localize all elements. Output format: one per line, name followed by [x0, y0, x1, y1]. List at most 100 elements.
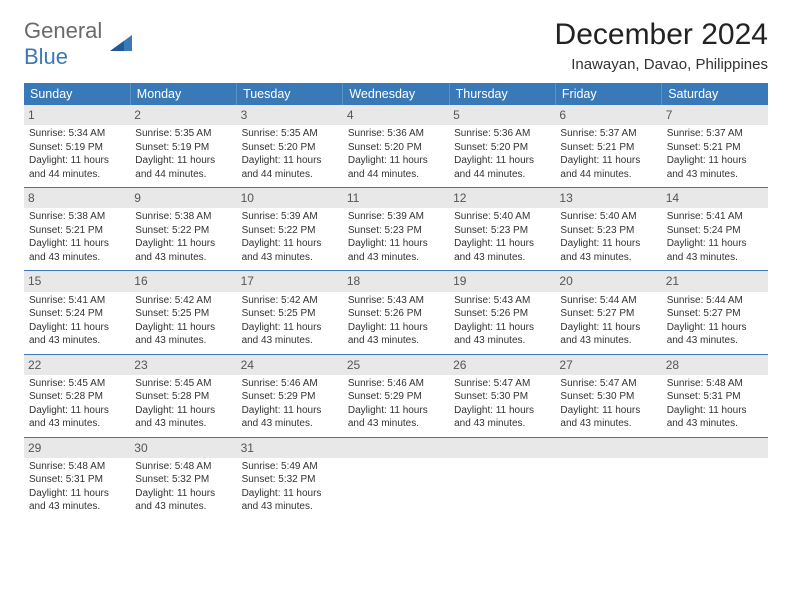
- day-number: 15: [24, 271, 130, 291]
- calendar-week-row: 8Sunrise: 5:38 AMSunset: 5:21 PMDaylight…: [24, 188, 768, 271]
- sunset-line: Sunset: 5:31 PM: [29, 473, 125, 487]
- sunrise-line: Sunrise: 5:38 AM: [135, 210, 231, 224]
- sunrise-line: Sunrise: 5:36 AM: [348, 127, 444, 141]
- sunrise-line: Sunrise: 5:34 AM: [29, 127, 125, 141]
- sunset-line: Sunset: 5:23 PM: [560, 224, 656, 238]
- calendar-day-cell: 28Sunrise: 5:48 AMSunset: 5:31 PMDayligh…: [662, 354, 768, 437]
- page-title: December 2024: [555, 18, 768, 52]
- sunrise-line: Sunrise: 5:44 AM: [667, 294, 763, 308]
- sunset-line: Sunset: 5:25 PM: [242, 307, 338, 321]
- weekday-header-row: SundayMondayTuesdayWednesdayThursdayFrid…: [24, 83, 768, 105]
- sunset-line: Sunset: 5:20 PM: [348, 141, 444, 155]
- sunrise-line: Sunrise: 5:38 AM: [29, 210, 125, 224]
- day-number: 2: [130, 105, 236, 125]
- daylight-line: Daylight: 11 hours and 44 minutes.: [348, 154, 444, 181]
- day-number: 5: [449, 105, 555, 125]
- calendar-day-cell: 20Sunrise: 5:44 AMSunset: 5:27 PMDayligh…: [555, 271, 661, 354]
- calendar-day-cell: 22Sunrise: 5:45 AMSunset: 5:28 PMDayligh…: [24, 354, 130, 437]
- day-number: 11: [343, 188, 449, 208]
- daylight-line: Daylight: 11 hours and 43 minutes.: [560, 321, 656, 348]
- calendar-week-row: 1Sunrise: 5:34 AMSunset: 5:19 PMDaylight…: [24, 105, 768, 188]
- location-subtitle: Inawayan, Davao, Philippines: [555, 56, 768, 73]
- calendar-day-cell: 13Sunrise: 5:40 AMSunset: 5:23 PMDayligh…: [555, 188, 661, 271]
- sunrise-line: Sunrise: 5:42 AM: [135, 294, 231, 308]
- calendar-day-cell: 16Sunrise: 5:42 AMSunset: 5:25 PMDayligh…: [130, 271, 236, 354]
- calendar-day-cell: 9 Sunrise: 5:38 AMSunset: 5:22 PMDaylight…: [130, 188, 236, 271]
- day-number: 13: [555, 188, 661, 208]
- sunrise-line: Sunrise: 5:36 AM: [454, 127, 550, 141]
- logo-word-1: General: [24, 18, 102, 43]
- daylight-line: Daylight: 11 hours and 43 minutes.: [242, 404, 338, 431]
- sunset-line: Sunset: 5:21 PM: [29, 224, 125, 238]
- sunrise-line: Sunrise: 5:37 AM: [560, 127, 656, 141]
- calendar-day-cell: 12Sunrise: 5:40 AMSunset: 5:23 PMDayligh…: [449, 188, 555, 271]
- sunset-line: Sunset: 5:21 PM: [560, 141, 656, 155]
- daylight-line: Daylight: 11 hours and 44 minutes.: [454, 154, 550, 181]
- sunset-line: Sunset: 5:32 PM: [135, 473, 231, 487]
- day-number-empty: [449, 438, 555, 458]
- sunset-line: Sunset: 5:26 PM: [348, 307, 444, 321]
- calendar-day-cell: 7Sunrise: 5:37 AMSunset: 5:21 PMDaylight…: [662, 105, 768, 188]
- day-number: 21: [662, 271, 768, 291]
- day-number: 19: [449, 271, 555, 291]
- weekday-header: Thursday: [449, 83, 555, 105]
- calendar-week-row: 22Sunrise: 5:45 AMSunset: 5:28 PMDayligh…: [24, 354, 768, 437]
- sunset-line: Sunset: 5:28 PM: [29, 390, 125, 404]
- calendar-week-row: 15Sunrise: 5:41 AMSunset: 5:24 PMDayligh…: [24, 271, 768, 354]
- sunset-line: Sunset: 5:29 PM: [242, 390, 338, 404]
- daylight-line: Daylight: 11 hours and 43 minutes.: [29, 404, 125, 431]
- sunset-line: Sunset: 5:22 PM: [135, 224, 231, 238]
- sunrise-line: Sunrise: 5:40 AM: [454, 210, 550, 224]
- daylight-line: Daylight: 11 hours and 44 minutes.: [242, 154, 338, 181]
- day-number: 16: [130, 271, 236, 291]
- day-number-empty: [343, 438, 449, 458]
- sunrise-line: Sunrise: 5:40 AM: [560, 210, 656, 224]
- sunrise-line: Sunrise: 5:45 AM: [29, 377, 125, 391]
- calendar-day-cell: 11Sunrise: 5:39 AMSunset: 5:23 PMDayligh…: [343, 188, 449, 271]
- weekday-header: Saturday: [662, 83, 768, 105]
- calendar-week-row: 29Sunrise: 5:48 AMSunset: 5:31 PMDayligh…: [24, 437, 768, 520]
- calendar-day-cell: 21Sunrise: 5:44 AMSunset: 5:27 PMDayligh…: [662, 271, 768, 354]
- title-block: December 2024 Inawayan, Davao, Philippin…: [555, 18, 768, 73]
- daylight-line: Daylight: 11 hours and 44 minutes.: [135, 154, 231, 181]
- calendar-day-cell: 1Sunrise: 5:34 AMSunset: 5:19 PMDaylight…: [24, 105, 130, 188]
- logo-text: General Blue: [24, 18, 102, 70]
- daylight-line: Daylight: 11 hours and 43 minutes.: [29, 487, 125, 514]
- daylight-line: Daylight: 11 hours and 43 minutes.: [135, 404, 231, 431]
- daylight-line: Daylight: 11 hours and 43 minutes.: [135, 237, 231, 264]
- daylight-line: Daylight: 11 hours and 43 minutes.: [454, 404, 550, 431]
- calendar-day-cell: 27Sunrise: 5:47 AMSunset: 5:30 PMDayligh…: [555, 354, 661, 437]
- sunset-line: Sunset: 5:24 PM: [29, 307, 125, 321]
- sunset-line: Sunset: 5:28 PM: [135, 390, 231, 404]
- daylight-line: Daylight: 11 hours and 43 minutes.: [667, 321, 763, 348]
- day-number: 30: [130, 438, 236, 458]
- sunrise-line: Sunrise: 5:46 AM: [242, 377, 338, 391]
- daylight-line: Daylight: 11 hours and 44 minutes.: [560, 154, 656, 181]
- day-number: 17: [237, 271, 343, 291]
- logo-word-2: Blue: [24, 44, 68, 69]
- daylight-line: Daylight: 11 hours and 43 minutes.: [135, 487, 231, 514]
- daylight-line: Daylight: 11 hours and 43 minutes.: [454, 237, 550, 264]
- day-number: 9: [130, 188, 236, 208]
- logo-triangle-icon: [108, 31, 134, 57]
- daylight-line: Daylight: 11 hours and 43 minutes.: [135, 321, 231, 348]
- weekday-header: Tuesday: [237, 83, 343, 105]
- sunset-line: Sunset: 5:19 PM: [29, 141, 125, 155]
- sunset-line: Sunset: 5:32 PM: [242, 473, 338, 487]
- sunset-line: Sunset: 5:29 PM: [348, 390, 444, 404]
- daylight-line: Daylight: 11 hours and 43 minutes.: [667, 154, 763, 181]
- calendar-day-cell: 19Sunrise: 5:43 AMSunset: 5:26 PMDayligh…: [449, 271, 555, 354]
- day-number: 27: [555, 355, 661, 375]
- sunset-line: Sunset: 5:30 PM: [560, 390, 656, 404]
- daylight-line: Daylight: 11 hours and 44 minutes.: [29, 154, 125, 181]
- sunset-line: Sunset: 5:23 PM: [454, 224, 550, 238]
- calendar-day-cell: 30Sunrise: 5:48 AMSunset: 5:32 PMDayligh…: [130, 437, 236, 520]
- sunset-line: Sunset: 5:24 PM: [667, 224, 763, 238]
- sunrise-line: Sunrise: 5:48 AM: [667, 377, 763, 391]
- daylight-line: Daylight: 11 hours and 43 minutes.: [242, 237, 338, 264]
- sunrise-line: Sunrise: 5:46 AM: [348, 377, 444, 391]
- sunrise-line: Sunrise: 5:44 AM: [560, 294, 656, 308]
- sunrise-line: Sunrise: 5:35 AM: [135, 127, 231, 141]
- sunrise-line: Sunrise: 5:43 AM: [348, 294, 444, 308]
- sunrise-line: Sunrise: 5:49 AM: [242, 460, 338, 474]
